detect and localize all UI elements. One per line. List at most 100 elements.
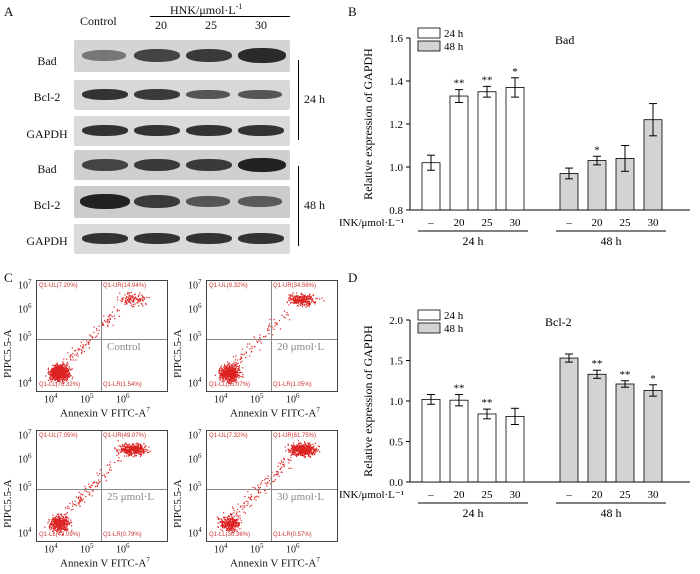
- group-label: 48 h: [601, 506, 622, 520]
- row-label-bcl2-48: Bcl-2: [33, 198, 61, 212]
- control-header: Control: [80, 14, 117, 28]
- quadrant-gate-vertical: [101, 281, 102, 391]
- flow-scatter: [44, 440, 151, 536]
- x-tick-label: 30: [648, 217, 660, 229]
- x-tick-label: 20: [454, 489, 466, 501]
- flow-y-tick: 105: [188, 330, 202, 344]
- flow-x-label: Annexin V FITC-A7: [60, 406, 150, 420]
- x-tick-label: 20: [454, 217, 466, 229]
- x-tick-label: –: [565, 217, 572, 229]
- quadrant-label-lr: Q1-LR(1.54%): [103, 382, 142, 388]
- flow-plot-25: Q1-UL(7.05%) Q1-UR(49.07%) Q1-LL(43.09%) Q1…: [36, 430, 168, 542]
- quadrant-label-ur: Q1-UR(34.56%): [273, 283, 317, 289]
- legend-swatch: [417, 309, 441, 321]
- quadrant-label-ll: Q1-LL(30.36%): [209, 532, 251, 538]
- y-tick-label: 1.5: [389, 356, 403, 368]
- flow-y-label: PIPC5.5-A: [2, 329, 14, 378]
- flow-x-tick: 106: [116, 392, 130, 406]
- y-tick-label: 0.0: [389, 477, 403, 489]
- flow-x-tick: 104: [214, 392, 228, 406]
- panel-label-b: B: [348, 4, 357, 19]
- x-tick-label: 30: [510, 217, 522, 229]
- significance-marker: **: [592, 358, 603, 370]
- x-axis-title: HNK/μmol·L⁻¹: [340, 489, 404, 501]
- bar: [477, 413, 497, 483]
- y-tick-label: 1.6: [389, 33, 403, 45]
- chart-bcl2: 0.0 0.5 1.0 1.5 2.0 Relative expression of GA…: [340, 309, 690, 520]
- flow-x-label: Annexin V FITC-A7: [230, 406, 320, 420]
- significance-marker: **: [454, 78, 465, 90]
- bar: [643, 390, 663, 483]
- flow-scatter: [216, 440, 321, 534]
- significance-marker: **: [620, 369, 631, 381]
- row-label-bad-48: Bad: [37, 162, 57, 176]
- bar: [421, 398, 441, 483]
- flow-plot-30: Q1-UL(7.32%) Q1-UR(61.75%) Q1-LL(30.36%) Q1…: [206, 430, 338, 542]
- hnk-header-exponent: -1: [235, 2, 243, 11]
- quadrant-label-ul: Q1-UL(9.32%): [209, 283, 248, 289]
- x-tick-label: 25: [620, 489, 632, 501]
- quadrant-gate-vertical: [271, 431, 272, 541]
- significance-marker: **: [482, 74, 493, 86]
- group-label: 48 h: [601, 234, 622, 248]
- quadrant-gate-horizontal: [37, 339, 167, 340]
- flow-y-tick: 106: [188, 302, 202, 316]
- x-tick-label: –: [565, 489, 572, 501]
- bar: [615, 383, 635, 483]
- x-axis-title: HNK/μmol·L⁻¹: [340, 217, 404, 229]
- significance-marker: *: [594, 144, 600, 156]
- quadrant-gate-horizontal: [37, 489, 167, 490]
- quadrant-label-ur: Q1-UR(61.75%): [273, 433, 317, 439]
- flow-y-tick: 107: [18, 278, 32, 292]
- flow-x-tick: 106: [286, 542, 300, 556]
- bar: [559, 357, 579, 483]
- y-tick-label: 1.0: [389, 162, 403, 174]
- quadrant-label-ll: Q1-LL(76.32%): [39, 382, 81, 388]
- flow-y-tick: 104: [188, 376, 202, 390]
- row-label-bcl2-24: Bcl-2: [33, 90, 61, 104]
- flow-x-tick: 104: [214, 542, 228, 556]
- flow-x-tick: 105: [250, 392, 264, 406]
- flow-x-tick: 105: [80, 542, 94, 556]
- legend-label: 48 h: [444, 323, 464, 335]
- blot-bcl2-24: [74, 80, 290, 110]
- flow-plot-20: Q1-UL(9.32%) Q1-UR(34.56%) Q1-LL(55.07%) Q1…: [206, 280, 338, 392]
- quadrant-label-ul: Q1-UL(7.20%): [39, 283, 78, 289]
- flow-condition-label: 20 μmol·L: [277, 341, 325, 353]
- blot-gapdh-24: [74, 116, 290, 146]
- flow-y-label: PIPC5.5-A: [172, 329, 184, 378]
- bar: [449, 399, 469, 483]
- bracket-48h: [298, 166, 299, 246]
- quadrant-label-ul: Q1-UL(7.32%): [209, 433, 248, 439]
- blot-bad-24: [74, 40, 290, 72]
- hnk-header-rule: [150, 16, 290, 17]
- hnk-header: HNK/μmol·L-1: [170, 2, 242, 18]
- quadrant-label-ur: Q1-UR(14.94%): [103, 283, 147, 289]
- bar: [449, 95, 469, 211]
- time-label-24h: 24 h: [304, 92, 325, 106]
- flow-condition-label: Control: [107, 341, 141, 353]
- flow-y-tick: 105: [188, 480, 202, 494]
- legend-swatch: [417, 40, 441, 52]
- flow-y-tick: 106: [18, 302, 32, 316]
- legend-label: 48 h: [444, 41, 464, 53]
- y-tick-label: 2.0: [389, 315, 403, 327]
- flow-x-tick: 106: [116, 542, 130, 556]
- legend-swatch: [417, 322, 441, 334]
- legend-swatch: [417, 27, 441, 39]
- quadrant-gate-vertical: [101, 431, 102, 541]
- x-tick-label: –: [427, 217, 434, 229]
- flow-x-tick: 105: [80, 392, 94, 406]
- x-tick-label: 25: [482, 217, 494, 229]
- group-label: 24 h: [463, 506, 484, 520]
- panel-label-d: D: [348, 270, 358, 285]
- quadrant-gate-horizontal: [207, 339, 337, 340]
- x-tick-label: 20: [592, 217, 604, 229]
- chart-title: Bad: [555, 33, 574, 47]
- bar: [587, 160, 607, 211]
- significance-marker: *: [512, 66, 518, 78]
- panel-label-c: C: [4, 270, 13, 285]
- hnk-header-text: HNK/μmol·L: [170, 3, 236, 17]
- panel-label-a: A: [4, 4, 14, 19]
- x-tick-label: 25: [482, 489, 494, 501]
